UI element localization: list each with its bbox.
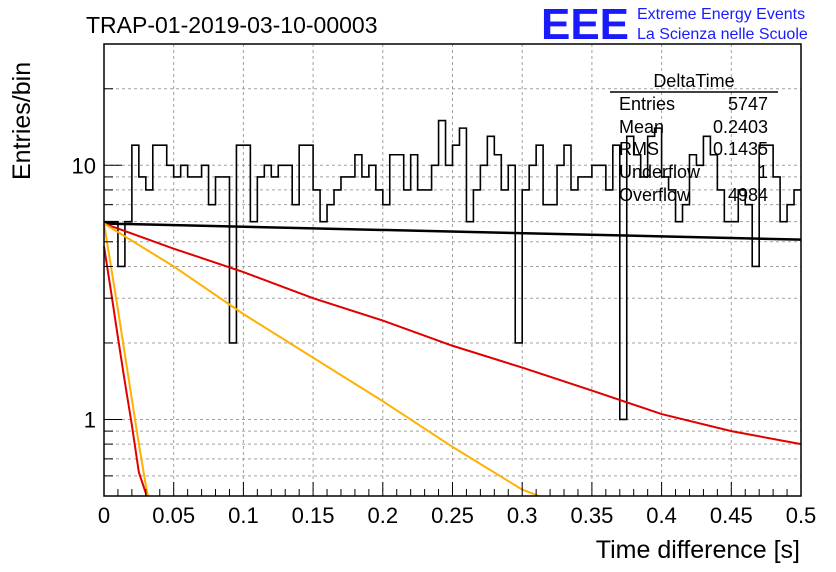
fit-curve-1 [103, 222, 802, 241]
stats-label-overflow: Overflow [619, 185, 691, 205]
x-tick-label: 0.35 [570, 503, 613, 528]
y-tick-label: 10 [72, 153, 96, 178]
stats-label-underflow: Underflow [619, 162, 701, 182]
stats-value-rms: 0.1435 [713, 139, 768, 159]
fit-curve-5 [103, 223, 150, 497]
stats-label-mean: Mean [619, 117, 664, 137]
eee-logo-line2: La Scienza nelle Scuole [637, 26, 808, 43]
histogram-step-line [104, 119, 801, 421]
stats-value-entries: 5747 [728, 94, 768, 114]
stats-value-mean: 0.2403 [713, 117, 768, 137]
x-tick-label: 0.4 [646, 503, 677, 528]
histogram [104, 119, 801, 421]
eee-logo-line1: Extreme Energy Events [637, 6, 805, 23]
chart-title: TRAP-01-2019-03-10-00003 [86, 12, 378, 38]
x-tick-label: 0.15 [292, 503, 335, 528]
axis-ticks: 0 0.05 0.1 0.15 0.2 0.25 0.3 0.35 0.4 0.45 0.5 1 10 [72, 88, 817, 528]
x-tick-label: 0.5 [786, 503, 817, 528]
stats-value-overflow: 4984 [728, 185, 768, 205]
x-tick-label: 0.45 [710, 503, 753, 528]
fit-curve-4 [103, 246, 148, 497]
stats-label-rms: RMS [619, 139, 659, 159]
x-tick-label: 0.25 [431, 503, 474, 528]
stats-box: DeltaTime Entries 5747 Mean 0.2403 RMS 0… [610, 71, 778, 205]
y-tick-label: 1 [84, 407, 96, 432]
x-tick-label: 0.05 [152, 503, 195, 528]
stats-value-underflow: 1 [758, 162, 768, 182]
x-tick-label: 0.1 [228, 503, 259, 528]
x-tick-label: 0 [98, 503, 110, 528]
stats-name: DeltaTime [653, 71, 734, 91]
x-tick-label: 0.3 [507, 503, 538, 528]
eee-logo-mark: EEE [541, 0, 629, 49]
x-axis-title: Time difference [s] [596, 536, 800, 564]
x-tick-label: 0.2 [368, 503, 399, 528]
fit-curve-3 [103, 222, 540, 497]
eee-logo: EEE Extreme Energy Events La Scienza nel… [541, 0, 808, 49]
y-axis-title: Entries/bin [8, 62, 36, 180]
fit-curves [103, 222, 802, 497]
stats-label-entries: Entries [619, 94, 675, 114]
fit-curve-2 [103, 222, 802, 446]
